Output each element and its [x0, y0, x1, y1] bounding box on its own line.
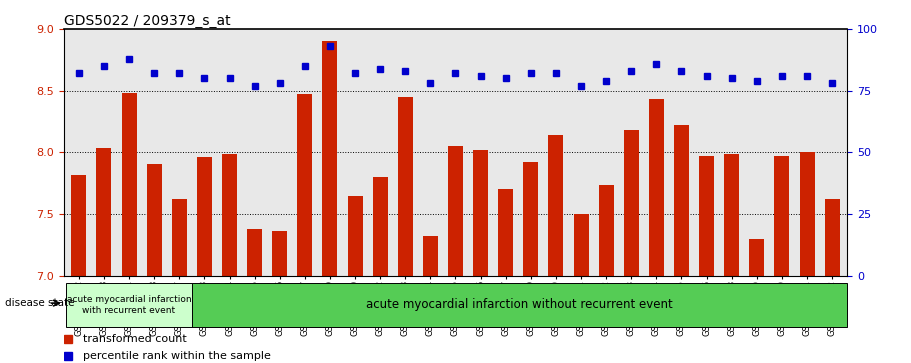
Text: acute myocardial infarction without recurrent event: acute myocardial infarction without recu…	[366, 298, 673, 311]
Text: GDS5022 / 209379_s_at: GDS5022 / 209379_s_at	[64, 14, 230, 28]
Bar	[121, 93, 137, 276]
Bar	[724, 154, 739, 276]
Bar	[548, 135, 564, 276]
Bar	[67, 283, 192, 327]
Bar	[473, 150, 488, 276]
Text: transformed count: transformed count	[84, 334, 187, 344]
Bar	[599, 184, 614, 276]
Bar	[423, 236, 438, 276]
Bar	[297, 94, 312, 276]
Bar	[247, 229, 262, 276]
Bar	[272, 232, 287, 276]
Bar	[373, 177, 388, 276]
Bar	[197, 158, 212, 276]
Bar	[800, 152, 814, 276]
Text: acute myocardial infarction
with recurrent event: acute myocardial infarction with recurre…	[67, 295, 191, 315]
Bar	[774, 156, 790, 276]
Text: percentile rank within the sample: percentile rank within the sample	[84, 351, 271, 361]
Bar	[347, 196, 363, 276]
Bar	[448, 146, 463, 276]
Bar	[699, 156, 714, 276]
Bar	[674, 125, 689, 276]
Bar	[523, 162, 538, 276]
Bar	[649, 99, 664, 276]
Text: disease state: disease state	[5, 298, 74, 308]
Bar	[97, 147, 111, 276]
Bar	[749, 239, 764, 276]
Bar	[147, 164, 162, 276]
Bar	[71, 175, 87, 276]
Bar	[824, 199, 840, 276]
Bar	[172, 199, 187, 276]
Bar	[498, 189, 513, 276]
Bar	[624, 130, 639, 276]
Bar	[222, 154, 237, 276]
Bar	[574, 214, 589, 276]
Bar	[398, 97, 413, 276]
Bar	[192, 283, 847, 327]
Bar	[322, 41, 337, 276]
